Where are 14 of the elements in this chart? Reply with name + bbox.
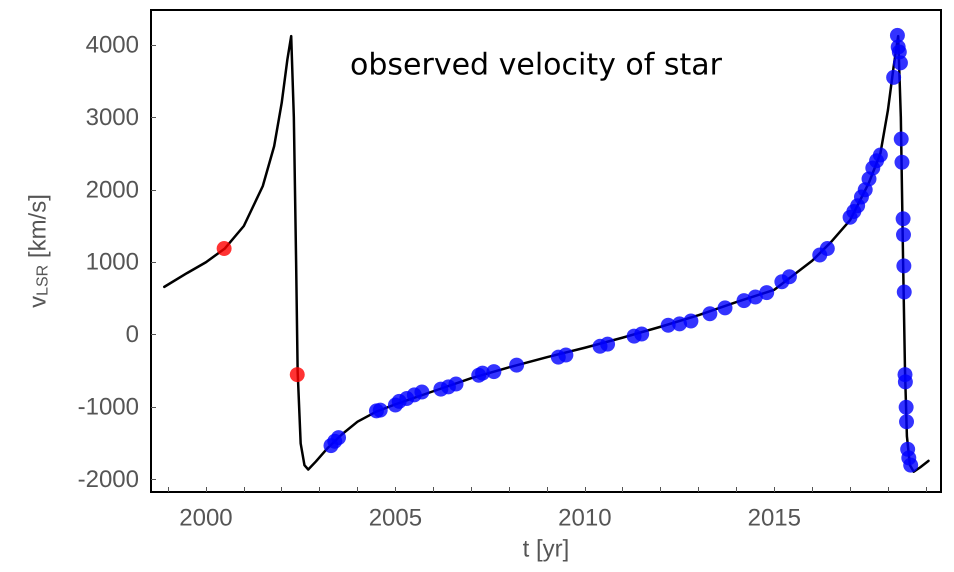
y-axis-title: vLSR [km/s] [24,194,52,308]
x-tick-label: 2000 [179,504,233,532]
y-tick-label: 4000 [86,31,139,58]
text: observed velocity of star [350,48,723,82]
x-tick-label: 2015 [748,504,801,532]
y-tick-label: -2000 [78,466,139,494]
y-tick-label: 1000 [86,248,139,276]
y-tick-label: -1000 [78,394,139,421]
x-axis-title: t [yr] [522,536,570,562]
y-tick-label: 0 [126,321,139,348]
y-tick-label: 3000 [86,104,139,131]
y-tick-label: 2000 [86,176,139,204]
x-tick-label: 2005 [368,504,422,532]
x-tick-label: 2010 [558,504,612,532]
